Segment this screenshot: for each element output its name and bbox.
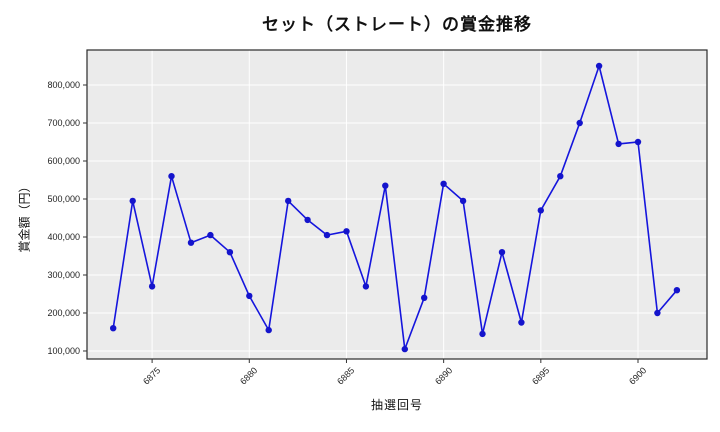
data-point-marker xyxy=(421,294,428,301)
y-tick-label: 200,000 xyxy=(47,307,80,318)
data-point-marker xyxy=(634,138,642,146)
y-tick-label: 800,000 xyxy=(47,79,80,90)
data-point-marker xyxy=(226,249,234,256)
data-point-marker xyxy=(323,231,331,239)
data-point-marker xyxy=(285,197,292,205)
y-tick-label: 400,000 xyxy=(47,231,80,242)
data-point-marker xyxy=(518,319,525,326)
y-axis-label: 賞金額（円） xyxy=(17,180,32,253)
data-point-marker xyxy=(110,325,117,332)
data-point-marker xyxy=(440,180,447,187)
data-point-marker xyxy=(129,197,136,205)
data-point-marker xyxy=(615,140,622,148)
plot-background xyxy=(87,50,707,359)
data-point-marker xyxy=(479,330,486,338)
x-axis-label: 抽選回号 xyxy=(370,398,423,412)
data-point-marker xyxy=(537,207,544,214)
data-point-marker xyxy=(168,173,175,180)
y-tick-label: 100,000 xyxy=(47,345,80,356)
data-point-marker xyxy=(343,228,350,235)
data-point-marker xyxy=(304,216,311,224)
data-point-marker xyxy=(382,182,389,189)
chart-title: セット（ストレート）の賞金推移 xyxy=(262,15,532,34)
y-tick-label: 600,000 xyxy=(47,155,80,166)
data-point-marker xyxy=(557,173,564,180)
y-tick-label: 300,000 xyxy=(47,269,80,280)
y-tick-label: 700,000 xyxy=(47,117,80,128)
y-tick-label: 500,000 xyxy=(47,193,80,204)
data-point-marker xyxy=(498,249,506,256)
data-point-marker xyxy=(459,197,467,205)
data-point-marker xyxy=(265,326,272,334)
data-point-marker xyxy=(673,287,681,294)
data-point-marker xyxy=(362,283,370,290)
data-point-marker xyxy=(595,62,603,70)
data-point-marker xyxy=(576,119,583,127)
data-point-marker xyxy=(187,239,195,246)
data-point-marker xyxy=(148,283,156,290)
prize-line-series xyxy=(112,65,678,350)
plot-frame xyxy=(86,49,708,360)
data-point-marker xyxy=(246,292,253,300)
data-point-marker xyxy=(401,345,408,353)
data-point-marker xyxy=(654,309,661,317)
data-point-marker xyxy=(207,231,214,239)
